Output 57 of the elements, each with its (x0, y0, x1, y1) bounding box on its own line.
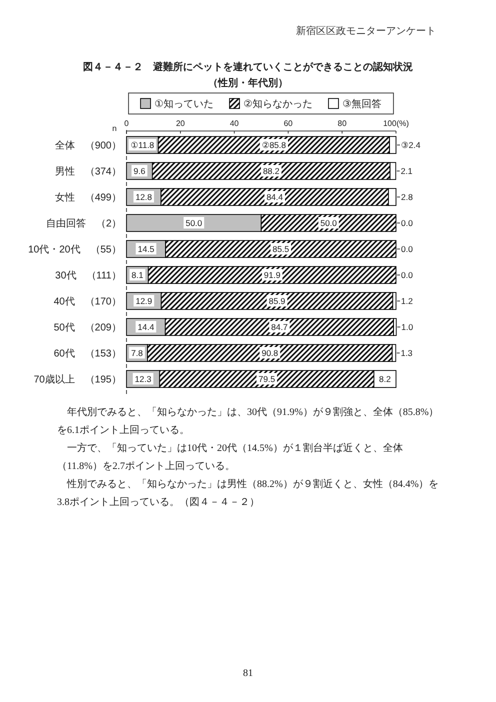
data-label: 85.5 (272, 244, 290, 254)
x-tick-label: 20 (176, 119, 186, 128)
data-label: ②85.8 (262, 140, 286, 150)
data-label: 2.1 (400, 166, 413, 176)
data-label: 14.4 (138, 322, 154, 332)
text: 年代別でみると、「知らなかった」は、30代（91.9%）が９割強と、全体（85.8%）を6.1ポイント上回っている。 (57, 406, 440, 438)
text: 81 (243, 668, 253, 679)
data-label: 90.8 (262, 348, 278, 358)
data-label: 84.7 (271, 322, 288, 332)
x-tick-label: 80 (338, 119, 348, 128)
x-tick-label: 100(%) (383, 119, 410, 128)
y-tick-label: 全体 （900） (54, 140, 122, 152)
text: 新宿区区政モニターアンケート (296, 25, 436, 37)
chart-subtitle: （性別・年代別） (208, 77, 288, 89)
data-label: 14.5 (138, 244, 155, 254)
y-tick-label: 10代・20代 （55） (28, 244, 122, 256)
y-tick-label: 女性 （499） (54, 192, 122, 204)
legend-label: ②知らなかった (244, 99, 312, 110)
data-label: 0.0 (401, 218, 414, 228)
data-label: 2.8 (401, 192, 414, 202)
legend-label: ①知っていた (154, 99, 214, 110)
data-label: 91.9 (264, 270, 281, 280)
x-tick-label: 0 (124, 119, 130, 128)
data-label: 8.1 (132, 270, 144, 280)
data-label: 12.3 (134, 374, 152, 384)
y-tick-label: 60代 （153） (54, 348, 122, 360)
y-tick-label: 50代 （209） (54, 322, 122, 334)
data-label: 85.9 (268, 296, 286, 306)
data-label: 88.2 (262, 166, 280, 176)
data-label: 84.4 (266, 192, 284, 202)
x-tick-label: 40 (230, 119, 240, 128)
y-tick-label: 自由回答 （2） (46, 218, 122, 230)
legend-label: ③無回答 (342, 99, 382, 110)
data-label: 0.0 (401, 270, 414, 280)
x-tick-label: 60 (284, 119, 294, 128)
data-label: 12.9 (136, 296, 152, 306)
data-label: 50.0 (320, 218, 338, 228)
data-label: ①11.8 (130, 140, 154, 150)
data-label: ③2.4 (401, 140, 421, 150)
y-tick-label: 40代 （170） (54, 296, 122, 308)
text: 性別でみると、「知らなかった」は男性（88.2%）が９割近くと、女性（84.4%）を3.8ポイント上回っている。（図４－４－２） (57, 478, 440, 510)
data-label: 50.0 (186, 218, 202, 228)
data-label: 7.8 (131, 348, 144, 358)
y-tick-label: 30代 （111） (55, 270, 122, 282)
text: 一方で、「知っていた」は10代・20代（14.5%）が１割台半ば近くと、全体（11.8%）を2.7ポイント上回っている。 (57, 442, 404, 474)
chart-title: 図４－４－２ 避難所にペットを連れていくことができることの認知状況 (83, 61, 413, 73)
data-label: 79.5 (258, 374, 276, 384)
y-tick-label: 男性 （374） (54, 166, 122, 178)
data-label: 0.0 (401, 244, 414, 254)
data-label: 9.6 (134, 166, 146, 176)
y-tick-label: 70歳以上 （195） (34, 374, 122, 386)
data-label: 1.0 (401, 322, 414, 332)
data-label: 8.2 (379, 374, 392, 384)
data-label: 1.3 (400, 348, 413, 358)
y-axis-title: n (112, 124, 117, 133)
data-label: 1.2 (401, 296, 414, 306)
data-label: 12.8 (135, 192, 152, 202)
